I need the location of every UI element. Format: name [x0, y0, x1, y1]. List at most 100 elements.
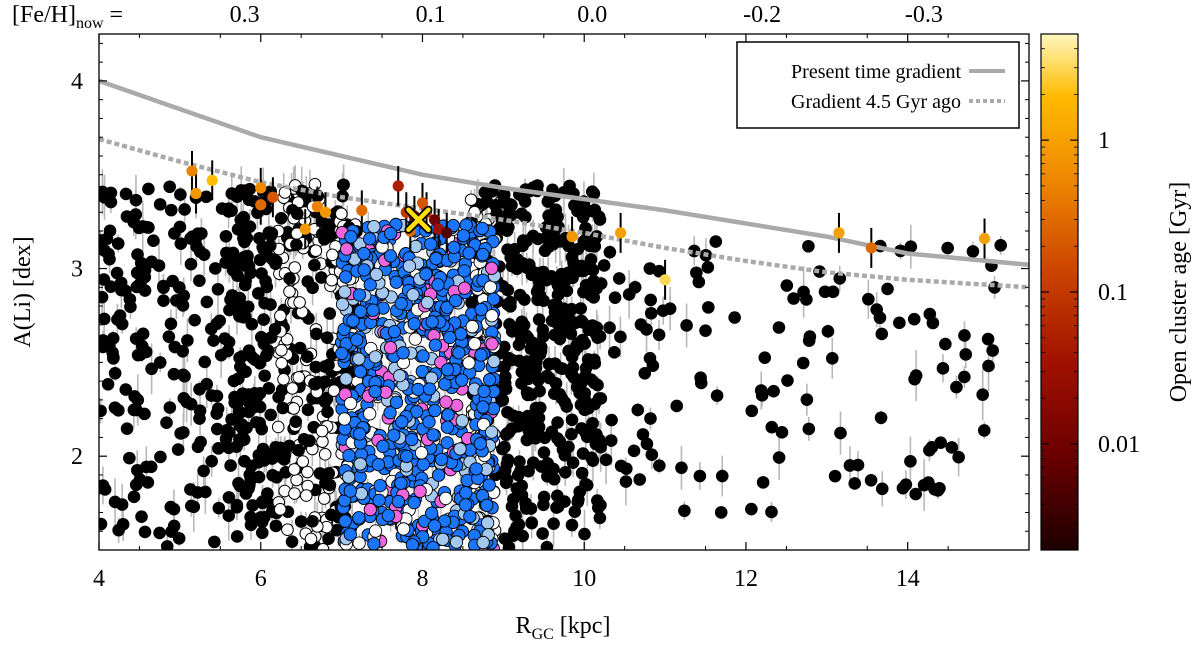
field-star	[525, 516, 538, 530]
field-star	[138, 525, 152, 539]
field-star	[825, 352, 839, 365]
field-star	[99, 517, 108, 531]
field-star	[862, 292, 875, 306]
sample-star	[429, 251, 443, 266]
cluster-point	[190, 187, 202, 200]
top-tick-label: 0.3	[230, 2, 260, 28]
field-star	[193, 274, 206, 288]
field-star	[306, 514, 319, 528]
field-star	[293, 296, 306, 309]
field-star	[173, 220, 187, 234]
sample-star	[352, 352, 366, 366]
field-star	[976, 388, 989, 401]
sample-star	[463, 509, 477, 524]
field-star	[981, 332, 995, 346]
sample-star	[368, 384, 382, 399]
field-star	[178, 203, 191, 216]
axes: 4 6 8 10 12 14 2 3 4 0.3 0.1 0.0 -0.2 -0.3	[71, 2, 1029, 592]
field-star	[294, 515, 308, 528]
x-axis-label: RGC [kpc]	[516, 613, 611, 643]
cluster-point	[392, 180, 404, 192]
field-star	[728, 311, 741, 324]
field-star	[181, 334, 194, 347]
field-star	[505, 324, 519, 338]
sample-star	[338, 285, 352, 299]
sample-star	[357, 263, 371, 277]
sample-star	[455, 414, 469, 428]
sample-star	[406, 288, 420, 302]
field-star	[496, 196, 510, 209]
field-star	[614, 330, 627, 344]
field-star	[977, 424, 991, 437]
field-star	[281, 523, 294, 537]
y-axis-label: A(Li) [dex]	[10, 236, 36, 347]
field-star	[124, 300, 137, 314]
sample-star	[408, 332, 422, 346]
field-star	[694, 376, 708, 390]
field-star	[605, 413, 618, 427]
sample-star	[387, 428, 401, 442]
sample-star	[422, 415, 436, 429]
field-star	[238, 454, 251, 468]
sample-star	[482, 373, 497, 387]
cluster-point	[441, 227, 453, 239]
field-star	[896, 481, 910, 495]
sample-star	[476, 247, 490, 262]
sample-star	[389, 395, 404, 409]
field-star	[803, 330, 817, 343]
sample-star	[427, 519, 442, 533]
legend-label-present: Present time gradient	[791, 61, 961, 83]
field-star	[194, 435, 207, 449]
field-star	[274, 211, 288, 225]
sample-star	[368, 524, 383, 538]
field-star	[950, 380, 963, 394]
field-star	[309, 244, 323, 258]
cluster-point	[319, 206, 332, 218]
field-star	[873, 311, 887, 325]
field-star	[174, 237, 188, 250]
sample-star	[396, 522, 411, 536]
sample-star	[416, 457, 430, 472]
field-star	[592, 433, 606, 447]
top-tick-label: 0.0	[577, 2, 607, 28]
field-star	[560, 400, 574, 413]
field-star	[772, 321, 786, 334]
field-star	[515, 479, 528, 493]
field-star	[197, 464, 210, 478]
past-gradient-line	[99, 136, 1029, 290]
sample-star	[453, 442, 467, 456]
field-star	[163, 401, 177, 414]
plot-frame	[98, 33, 1030, 551]
field-star	[163, 180, 176, 194]
sample-star	[342, 448, 356, 463]
field-star	[699, 324, 712, 337]
sample-star	[383, 340, 398, 355]
sample-star	[416, 349, 430, 363]
cluster-point	[429, 214, 441, 226]
field-star	[233, 407, 246, 420]
field-star	[244, 510, 257, 524]
top-tick-label: 0.1	[416, 2, 446, 28]
sample-star	[419, 267, 433, 281]
x-axis-label-unit: [kpc]	[554, 613, 611, 639]
field-star	[288, 261, 302, 274]
colorbar: 1 0.1 0.01 Open cluster age [Gyr]	[1040, 33, 1192, 551]
field-star	[222, 509, 236, 522]
sample-star	[467, 337, 482, 351]
cluster-point	[356, 204, 368, 216]
field-star	[908, 372, 921, 386]
sample-star	[383, 406, 397, 420]
field-star	[231, 222, 245, 236]
sample-star	[353, 365, 368, 379]
field-star	[166, 274, 179, 288]
sample-star	[477, 384, 491, 399]
sample-star	[354, 486, 368, 501]
top-axis-label-eq: =	[104, 2, 124, 28]
field-star	[591, 494, 604, 507]
field-star	[525, 388, 538, 401]
sample-star	[396, 346, 410, 360]
field-star	[292, 444, 305, 457]
sample-star	[474, 348, 488, 362]
sample-star	[338, 514, 352, 528]
field-star	[680, 319, 693, 332]
